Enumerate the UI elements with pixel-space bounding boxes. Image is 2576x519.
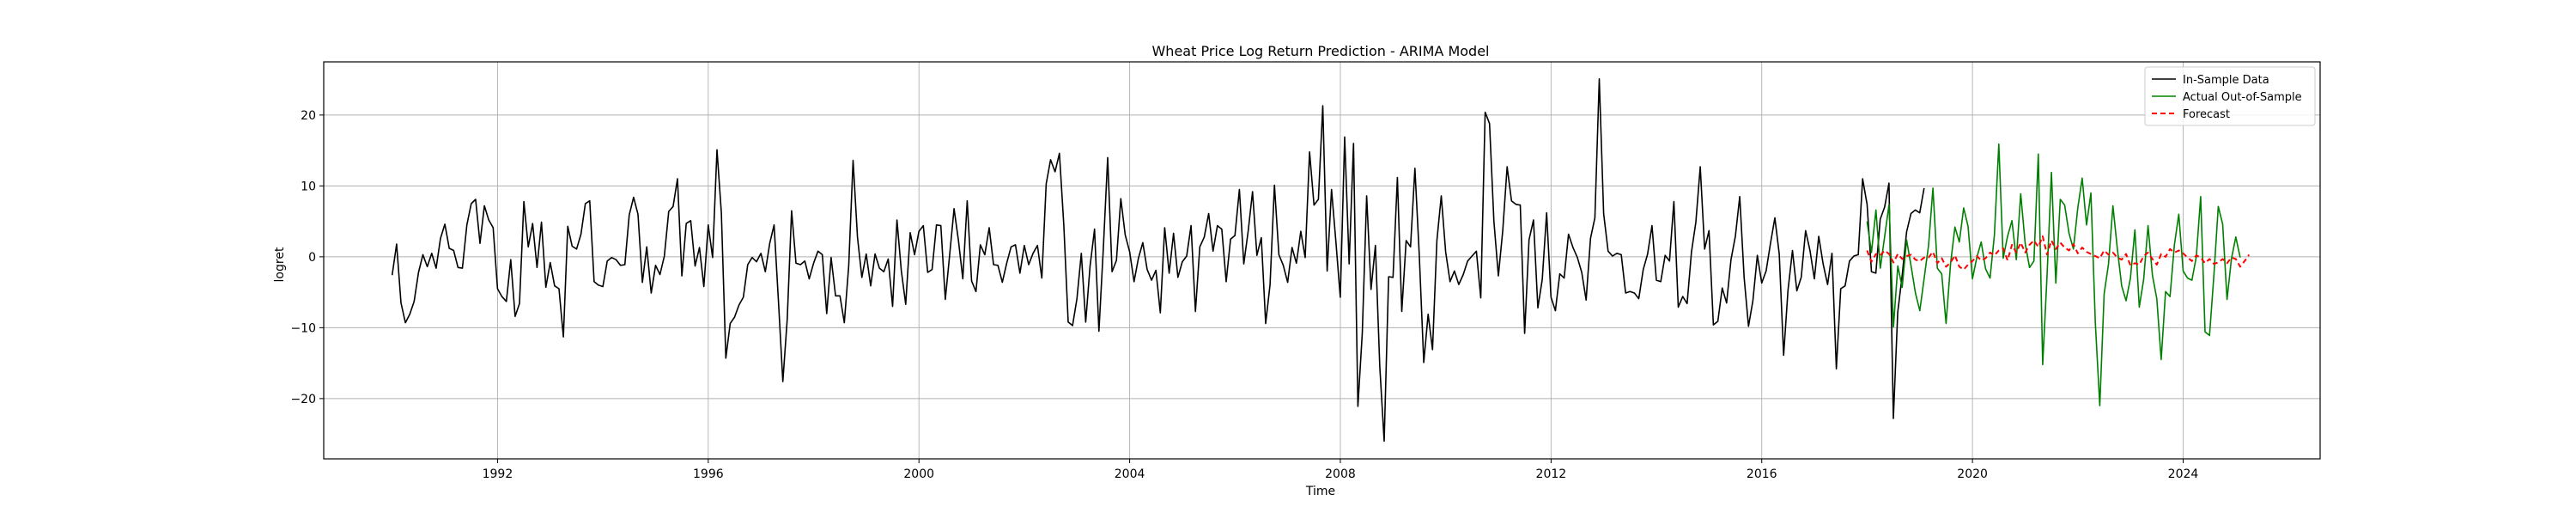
- x-tick-label: 1996: [693, 467, 724, 481]
- legend-label-1: In-Sample Data: [2183, 74, 2269, 87]
- x-tick-label: 2020: [1957, 467, 1988, 481]
- legend-label-2: Actual Out-of-Sample: [2183, 91, 2302, 104]
- plot-area: [391, 78, 2251, 443]
- x-tick-label: 2016: [1747, 467, 1777, 481]
- y-tick-label: −10: [290, 321, 316, 335]
- x-tick-label: 2004: [1115, 467, 1145, 481]
- series-line-1: [391, 78, 1925, 443]
- y-tick-label: 20: [301, 109, 316, 123]
- series-line-3: [1866, 235, 2251, 271]
- x-tick-label: 2024: [2168, 467, 2199, 481]
- x-tick-label: 1992: [483, 467, 513, 481]
- axes-frame: [323, 61, 2321, 460]
- y-tick-label: −20: [290, 393, 316, 406]
- x-tick-label: 2008: [1325, 467, 1356, 481]
- y-axis-ticks: −20 −10 0 10 20: [290, 109, 324, 406]
- y-axis-label: logret: [273, 247, 287, 282]
- chart-title: Wheat Price Log Return Prediction - ARIM…: [1151, 43, 1489, 59]
- x-tick-label: 2000: [903, 467, 934, 481]
- series-line-2: [1866, 143, 2241, 406]
- legend-label-3: Forecast: [2183, 108, 2230, 121]
- x-axis-label: Time: [1305, 485, 1335, 498]
- y-tick-label: 0: [308, 251, 316, 265]
- legend: In-Sample Data Actual Out-of-Sample Foreca…: [2144, 66, 2316, 126]
- y-tick-label: 10: [301, 180, 316, 193]
- legend-box: [2144, 66, 2316, 126]
- x-tick-label: 2012: [1536, 467, 1567, 481]
- x-axis-ticks: 1992 1996 2000 2004 2008 2012 2016 2020 2024: [483, 459, 2199, 481]
